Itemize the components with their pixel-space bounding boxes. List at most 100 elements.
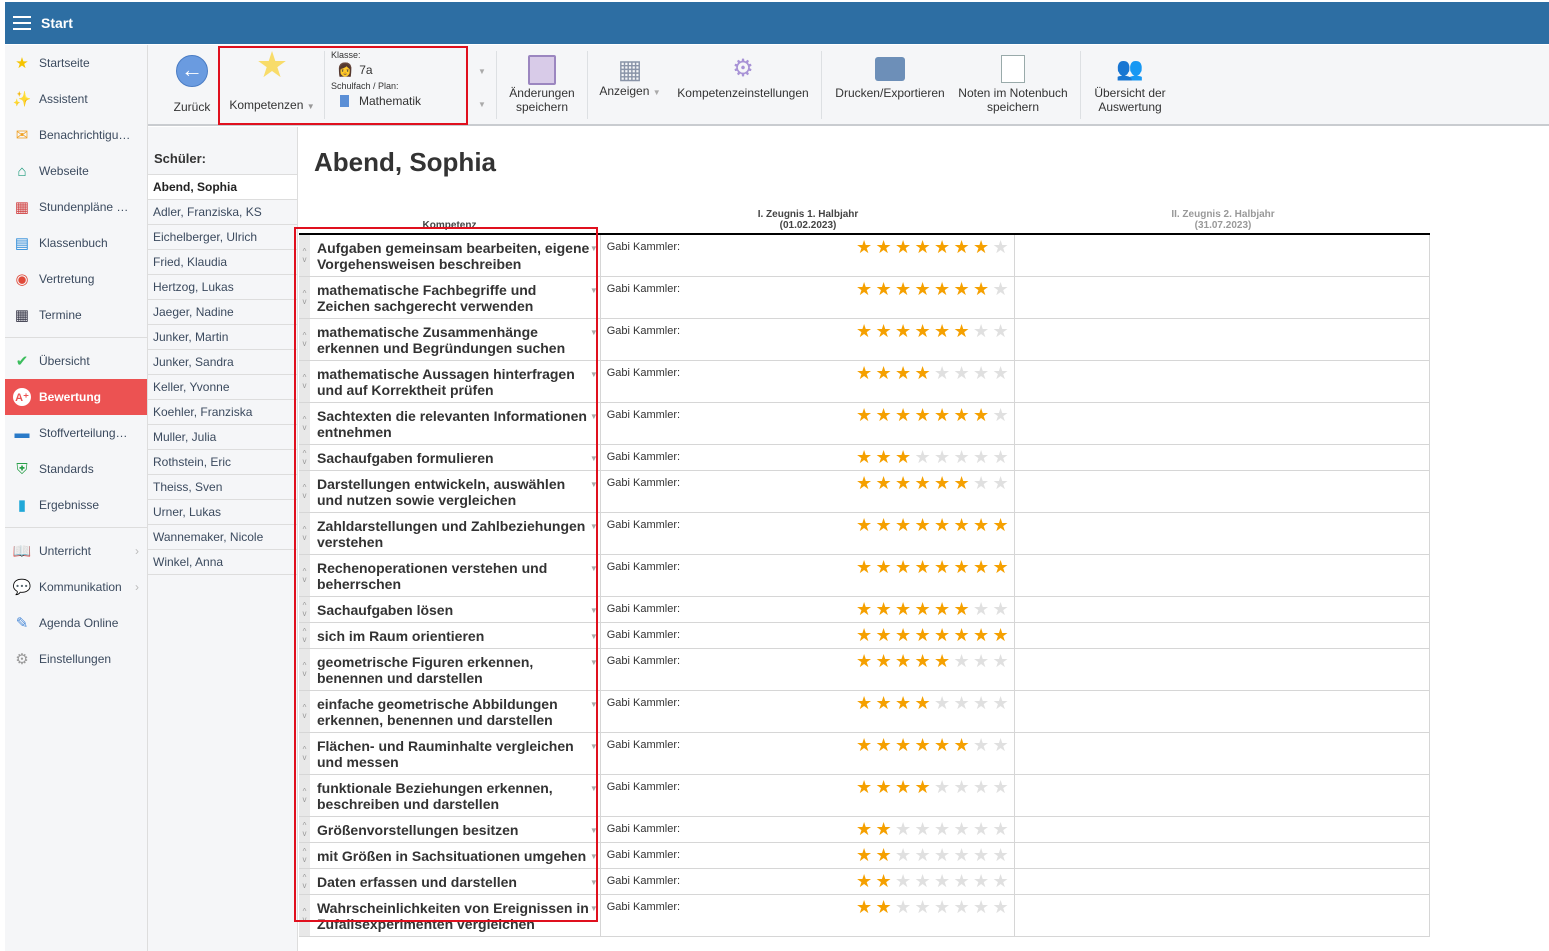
rating-cell-halbjahr-2[interactable] xyxy=(1015,555,1430,596)
star-empty-icon[interactable]: ★ xyxy=(992,651,1009,671)
star-filled-icon[interactable]: ★ xyxy=(856,693,873,713)
student-item[interactable]: Koehler, Franziska xyxy=(148,400,297,425)
star-rating[interactable]: ★ ★ ★ ★ ★ ★ ★ ★ xyxy=(854,600,1010,618)
reorder-handle[interactable]: ^ v xyxy=(299,733,310,774)
star-empty-icon[interactable]: ★ xyxy=(973,321,990,341)
star-rating[interactable]: ★ ★ ★ ★ ★ ★ ★ ★ xyxy=(854,280,1010,298)
star-filled-icon[interactable]: ★ xyxy=(953,515,970,535)
student-item[interactable]: Winkel, Anna xyxy=(148,550,297,575)
rating-cell-halbjahr-2[interactable] xyxy=(1015,403,1430,444)
star-rating[interactable]: ★ ★ ★ ★ ★ ★ ★ ★ xyxy=(854,516,1010,534)
evaluation-overview-button[interactable]: 👥 Übersicht der Auswertung xyxy=(1088,45,1172,124)
star-empty-icon[interactable]: ★ xyxy=(992,279,1009,299)
star-filled-icon[interactable]: ★ xyxy=(856,557,873,577)
star-filled-icon[interactable]: ★ xyxy=(856,625,873,645)
rating-cell-halbjahr-2[interactable] xyxy=(1015,235,1430,276)
star-rating[interactable]: ★ ★ ★ ★ ★ ★ ★ ★ xyxy=(854,736,1010,754)
reorder-handle[interactable]: ^ v xyxy=(299,555,310,596)
dropdown-arrow-icon[interactable]: ▼ xyxy=(589,370,598,379)
rating-cell-halbjahr-2[interactable] xyxy=(1015,691,1430,732)
print-export-button[interactable]: Drucken/Exportieren xyxy=(832,45,948,124)
student-item[interactable]: Eichelberger, Ulrich xyxy=(148,225,297,250)
star-filled-icon[interactable]: ★ xyxy=(856,735,873,755)
student-item[interactable]: Hertzog, Lukas xyxy=(148,275,297,300)
reorder-handle[interactable]: ^ v xyxy=(299,691,310,732)
dropdown-arrow-icon[interactable]: ▼ xyxy=(589,742,598,751)
reorder-handle[interactable]: ^ v xyxy=(299,403,310,444)
star-filled-icon[interactable]: ★ xyxy=(875,447,892,467)
star-filled-icon[interactable]: ★ xyxy=(934,473,951,493)
star-empty-icon[interactable]: ★ xyxy=(914,871,931,891)
rating-cell-halbjahr-2[interactable] xyxy=(1015,817,1430,842)
reorder-handle[interactable]: ^ v xyxy=(299,649,310,690)
sidebar-item-startseite[interactable]: ★ Startseite xyxy=(5,45,147,81)
save-to-notebook-button[interactable]: Noten im Notenbuch speichern xyxy=(954,45,1072,124)
star-filled-icon[interactable]: ★ xyxy=(875,473,892,493)
star-filled-icon[interactable]: ★ xyxy=(895,363,912,383)
star-rating[interactable]: ★ ★ ★ ★ ★ ★ ★ ★ xyxy=(854,448,1010,466)
star-empty-icon[interactable]: ★ xyxy=(895,819,912,839)
student-item[interactable]: Adler, Franziska, KS xyxy=(148,200,297,225)
dropdown-arrow-icon[interactable]: ▼ xyxy=(589,244,598,253)
rating-cell-halbjahr-2[interactable] xyxy=(1015,361,1430,402)
sidebar-item-termine[interactable]: ▦ Termine xyxy=(5,297,147,333)
star-filled-icon[interactable]: ★ xyxy=(895,693,912,713)
fach-select[interactable]: Mathematik xyxy=(331,94,471,108)
anzeigen-dropdown[interactable]: ▦ Anzeigen ▼ xyxy=(594,45,666,124)
sidebar-item-übersicht[interactable]: ✔ Übersicht xyxy=(5,343,147,379)
star-filled-icon[interactable]: ★ xyxy=(856,237,873,257)
star-empty-icon[interactable]: ★ xyxy=(992,819,1009,839)
star-empty-icon[interactable]: ★ xyxy=(973,777,990,797)
star-filled-icon[interactable]: ★ xyxy=(914,473,931,493)
star-empty-icon[interactable]: ★ xyxy=(973,363,990,383)
star-rating[interactable]: ★ ★ ★ ★ ★ ★ ★ ★ xyxy=(854,694,1010,712)
star-rating[interactable]: ★ ★ ★ ★ ★ ★ ★ ★ xyxy=(854,898,1010,916)
star-empty-icon[interactable]: ★ xyxy=(973,735,990,755)
star-empty-icon[interactable]: ★ xyxy=(934,447,951,467)
star-empty-icon[interactable]: ★ xyxy=(992,735,1009,755)
star-filled-icon[interactable]: ★ xyxy=(914,405,931,425)
star-filled-icon[interactable]: ★ xyxy=(895,237,912,257)
star-filled-icon[interactable]: ★ xyxy=(953,237,970,257)
star-filled-icon[interactable]: ★ xyxy=(875,557,892,577)
star-filled-icon[interactable]: ★ xyxy=(934,599,951,619)
star-filled-icon[interactable]: ★ xyxy=(895,651,912,671)
rating-cell-halbjahr-2[interactable] xyxy=(1015,513,1430,554)
star-filled-icon[interactable]: ★ xyxy=(875,845,892,865)
star-filled-icon[interactable]: ★ xyxy=(856,279,873,299)
star-filled-icon[interactable]: ★ xyxy=(973,237,990,257)
sidebar-item-ergebnisse[interactable]: ▮ Ergebnisse xyxy=(5,487,147,523)
dropdown-arrow-icon[interactable]: ▼ xyxy=(589,700,598,709)
sidebar-item-stundenpläne[interactable]: ▦ Stundenpläne … xyxy=(5,189,147,225)
star-filled-icon[interactable]: ★ xyxy=(875,735,892,755)
star-filled-icon[interactable]: ★ xyxy=(856,473,873,493)
star-filled-icon[interactable]: ★ xyxy=(953,279,970,299)
star-filled-icon[interactable]: ★ xyxy=(895,515,912,535)
star-empty-icon[interactable]: ★ xyxy=(953,897,970,917)
star-rating[interactable]: ★ ★ ★ ★ ★ ★ ★ ★ xyxy=(854,322,1010,340)
star-rating[interactable]: ★ ★ ★ ★ ★ ★ ★ ★ xyxy=(854,778,1010,796)
rating-cell-halbjahr-2[interactable] xyxy=(1015,623,1430,648)
dropdown-arrow-icon[interactable]: ▼ xyxy=(589,606,598,615)
rating-cell-halbjahr-2[interactable] xyxy=(1015,471,1430,512)
dropdown-arrow-icon[interactable]: ▼ xyxy=(589,878,598,887)
star-filled-icon[interactable]: ★ xyxy=(856,651,873,671)
star-empty-icon[interactable]: ★ xyxy=(973,599,990,619)
dropdown-arrow-icon[interactable]: ▼ xyxy=(589,904,598,913)
dropdown-arrow-icon[interactable]: ▼ xyxy=(589,826,598,835)
rating-cell-halbjahr-2[interactable] xyxy=(1015,775,1430,816)
star-filled-icon[interactable]: ★ xyxy=(914,515,931,535)
reorder-handle[interactable]: ^ v xyxy=(299,775,310,816)
star-empty-icon[interactable]: ★ xyxy=(914,897,931,917)
star-rating[interactable]: ★ ★ ★ ★ ★ ★ ★ ★ xyxy=(854,238,1010,256)
star-rating[interactable]: ★ ★ ★ ★ ★ ★ ★ ★ xyxy=(854,558,1010,576)
star-filled-icon[interactable]: ★ xyxy=(914,557,931,577)
star-filled-icon[interactable]: ★ xyxy=(875,871,892,891)
star-filled-icon[interactable]: ★ xyxy=(934,557,951,577)
rating-cell-halbjahr-2[interactable] xyxy=(1015,597,1430,622)
star-filled-icon[interactable]: ★ xyxy=(856,871,873,891)
star-filled-icon[interactable]: ★ xyxy=(856,819,873,839)
star-filled-icon[interactable]: ★ xyxy=(856,447,873,467)
reorder-handle[interactable]: ^ v xyxy=(299,361,310,402)
star-filled-icon[interactable]: ★ xyxy=(875,651,892,671)
